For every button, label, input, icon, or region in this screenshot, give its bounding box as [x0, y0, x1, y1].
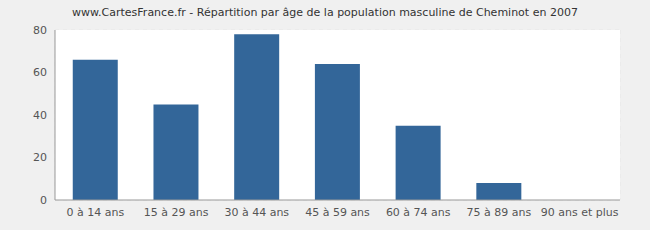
- svg-text:15 à 29 ans: 15 à 29 ans: [144, 206, 209, 219]
- svg-text:60: 60: [33, 66, 47, 79]
- svg-text:90 ans et plus: 90 ans et plus: [541, 206, 619, 219]
- svg-text:40: 40: [33, 109, 47, 122]
- svg-text:80: 80: [33, 24, 47, 37]
- svg-text:20: 20: [33, 151, 47, 164]
- svg-text:0: 0: [40, 194, 47, 207]
- svg-text:0 à 14 ans: 0 à 14 ans: [67, 206, 125, 219]
- svg-text:45 à 59 ans: 45 à 59 ans: [305, 206, 370, 219]
- svg-text:75 à 89 ans: 75 à 89 ans: [467, 206, 532, 219]
- svg-text:60 à 74 ans: 60 à 74 ans: [386, 206, 451, 219]
- svg-text:30 à 44 ans: 30 à 44 ans: [224, 206, 289, 219]
- html-text:www.CartesFrance.fr - Répartit: www.CartesFrance.fr - Répartition par âg…: [72, 6, 578, 19]
